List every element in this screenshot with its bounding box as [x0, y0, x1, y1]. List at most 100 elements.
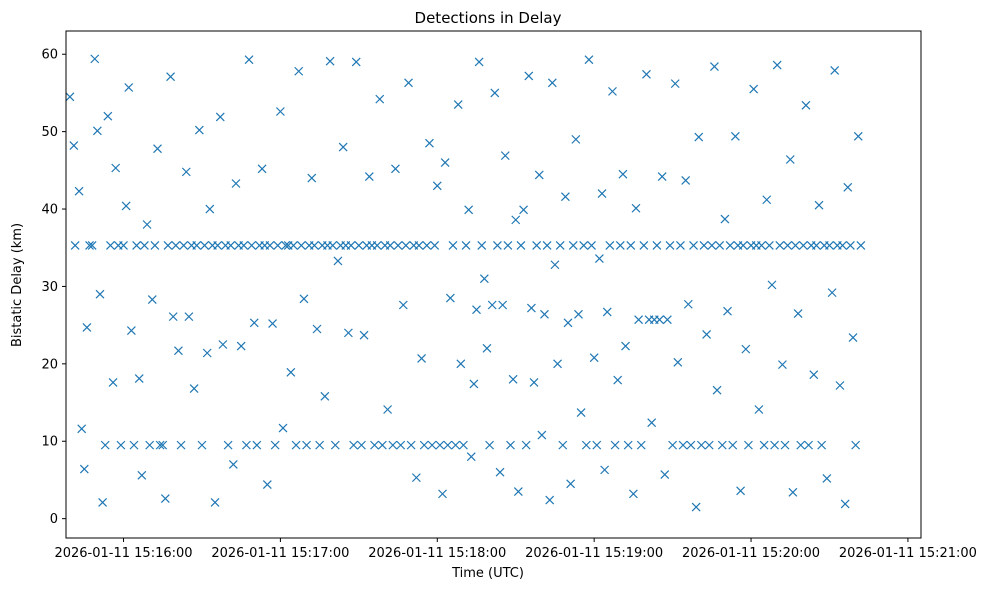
data-point [244, 55, 254, 65]
data-point [529, 377, 539, 387]
data-point [432, 181, 442, 191]
data-point [555, 240, 565, 250]
data-point [268, 319, 277, 329]
data-point [798, 240, 808, 250]
data-point [448, 240, 458, 250]
y-axis: 0 10 20 30 40 50 60 [41, 48, 66, 527]
data-point [485, 440, 495, 450]
data-point [767, 280, 777, 290]
data-point [111, 163, 121, 173]
data-point [142, 220, 152, 229]
data-point [550, 260, 560, 270]
data-point [215, 112, 225, 122]
data-point [848, 333, 858, 342]
data-point [571, 134, 581, 144]
data-point [343, 328, 353, 338]
data-point [95, 289, 105, 299]
data-point [689, 240, 698, 250]
data-point [757, 240, 766, 250]
data-point [851, 440, 861, 450]
data-point [673, 357, 683, 367]
data-point [257, 164, 267, 174]
data-point [247, 240, 257, 250]
data-point [568, 240, 578, 250]
data-point [694, 132, 704, 142]
data-point [754, 405, 764, 414]
data-point [584, 55, 594, 65]
y-tick-label: 50 [41, 125, 58, 140]
data-point [158, 440, 168, 450]
data-point [192, 240, 202, 250]
data-point [391, 164, 400, 174]
data-point [856, 240, 866, 250]
data-point [393, 240, 403, 250]
data-point [218, 340, 228, 349]
data-point [357, 440, 366, 450]
data-point [459, 440, 468, 450]
data-point [69, 141, 79, 150]
data-point [121, 201, 131, 211]
data-point [749, 84, 759, 94]
data-point [87, 240, 97, 250]
data-point [289, 240, 298, 250]
data-point [425, 138, 434, 148]
data-point [503, 240, 513, 250]
data-point [487, 300, 497, 310]
data-point [179, 240, 189, 250]
data-point [545, 495, 555, 505]
data-point [440, 158, 450, 168]
data-point [838, 240, 847, 250]
data-point [427, 440, 437, 450]
data-point [793, 309, 803, 318]
plot-area [65, 54, 866, 512]
data-point [521, 440, 531, 450]
data-point [840, 499, 850, 509]
data-point [472, 305, 481, 315]
data-point [168, 312, 178, 322]
data-point [194, 125, 204, 135]
data-point [715, 240, 725, 250]
data-point [163, 240, 173, 250]
data-point [558, 440, 568, 450]
data-point [79, 464, 89, 474]
x-tick-label: 2026-01-11 15:20:00 [682, 546, 820, 561]
data-point [676, 240, 685, 250]
data-point [396, 440, 406, 450]
data-point [422, 240, 432, 250]
data-point [728, 440, 738, 450]
data-point [406, 440, 416, 450]
data-point [74, 186, 84, 196]
data-point [696, 440, 706, 450]
plot-frame [65, 30, 922, 539]
data-point [822, 473, 832, 483]
data-point [241, 440, 251, 450]
y-tick-label: 40 [41, 203, 58, 218]
data-point [320, 391, 330, 401]
data-point [309, 240, 319, 250]
data-point [809, 370, 819, 380]
data-point [351, 57, 361, 67]
data-point [691, 502, 701, 512]
data-point [814, 200, 824, 210]
data-point [511, 215, 521, 225]
data-point [103, 111, 113, 121]
data-point [853, 131, 863, 141]
data-point [464, 205, 474, 215]
data-point [513, 487, 523, 496]
data-point [636, 440, 646, 450]
data-point [466, 452, 476, 462]
data-point [738, 240, 748, 250]
data-point [628, 489, 638, 499]
data-point [660, 470, 670, 479]
data-point [665, 240, 675, 250]
data-point [100, 440, 110, 450]
data-point [375, 94, 385, 104]
data-point [506, 440, 515, 450]
x-tick-label: 2026-01-11 15:19:00 [525, 546, 663, 561]
data-point [574, 309, 583, 319]
data-point [780, 440, 790, 450]
data-point [498, 300, 508, 310]
data-point [845, 240, 855, 250]
data-point [124, 83, 134, 92]
data-point [621, 341, 630, 351]
